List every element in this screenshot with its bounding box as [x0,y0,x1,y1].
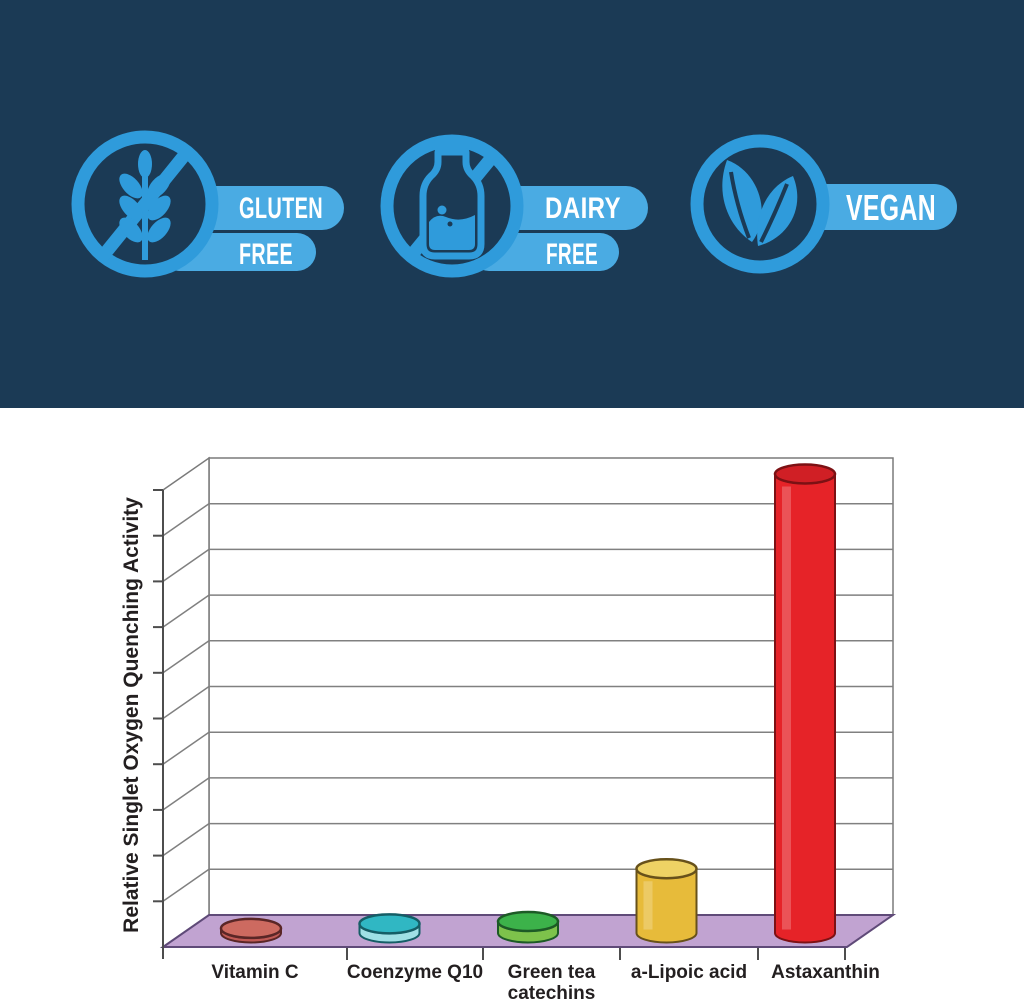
leaves-icon [722,160,798,246]
dairy-free-label: FREE [546,238,598,271]
category-label: Vitamin C [211,962,299,983]
vegan-badge: VEGAN [690,134,957,274]
vegan-label: VEGAN [846,187,936,228]
milk-bottle-slash-icon [404,140,500,263]
category-label: catechins [508,983,596,1000]
wheat-slash-icon [96,145,194,263]
bar-vitamin-c [219,917,283,944]
hero-banner: GLUTEN FREE DAIRY FREE [0,0,1024,408]
gluten-free-badge: GLUTEN FREE [71,130,344,278]
y-axis-title: Relative Singlet Oxygen Quenching Activi… [120,497,143,933]
bar-astaxanthin [773,463,837,944]
gluten-free-label: FREE [239,238,293,271]
bars [219,463,837,944]
gluten-label: GLUTEN [239,192,323,225]
bar-green-tea-catechins [496,910,560,944]
category-label: Coenzyme Q10 [347,962,483,983]
bar-a-lipoic-acid [635,857,698,944]
category-label: a-Lipoic acid [631,962,747,983]
category-label: Astaxanthin [771,962,880,983]
dairy-label: DAIRY [545,192,621,225]
vegan-pill [795,184,957,230]
dairy-free-badge: DAIRY FREE [380,134,648,278]
axis-ticks [153,489,846,960]
category-label: Green tea [508,962,596,983]
bar-coenzyme-q10 [358,913,421,944]
